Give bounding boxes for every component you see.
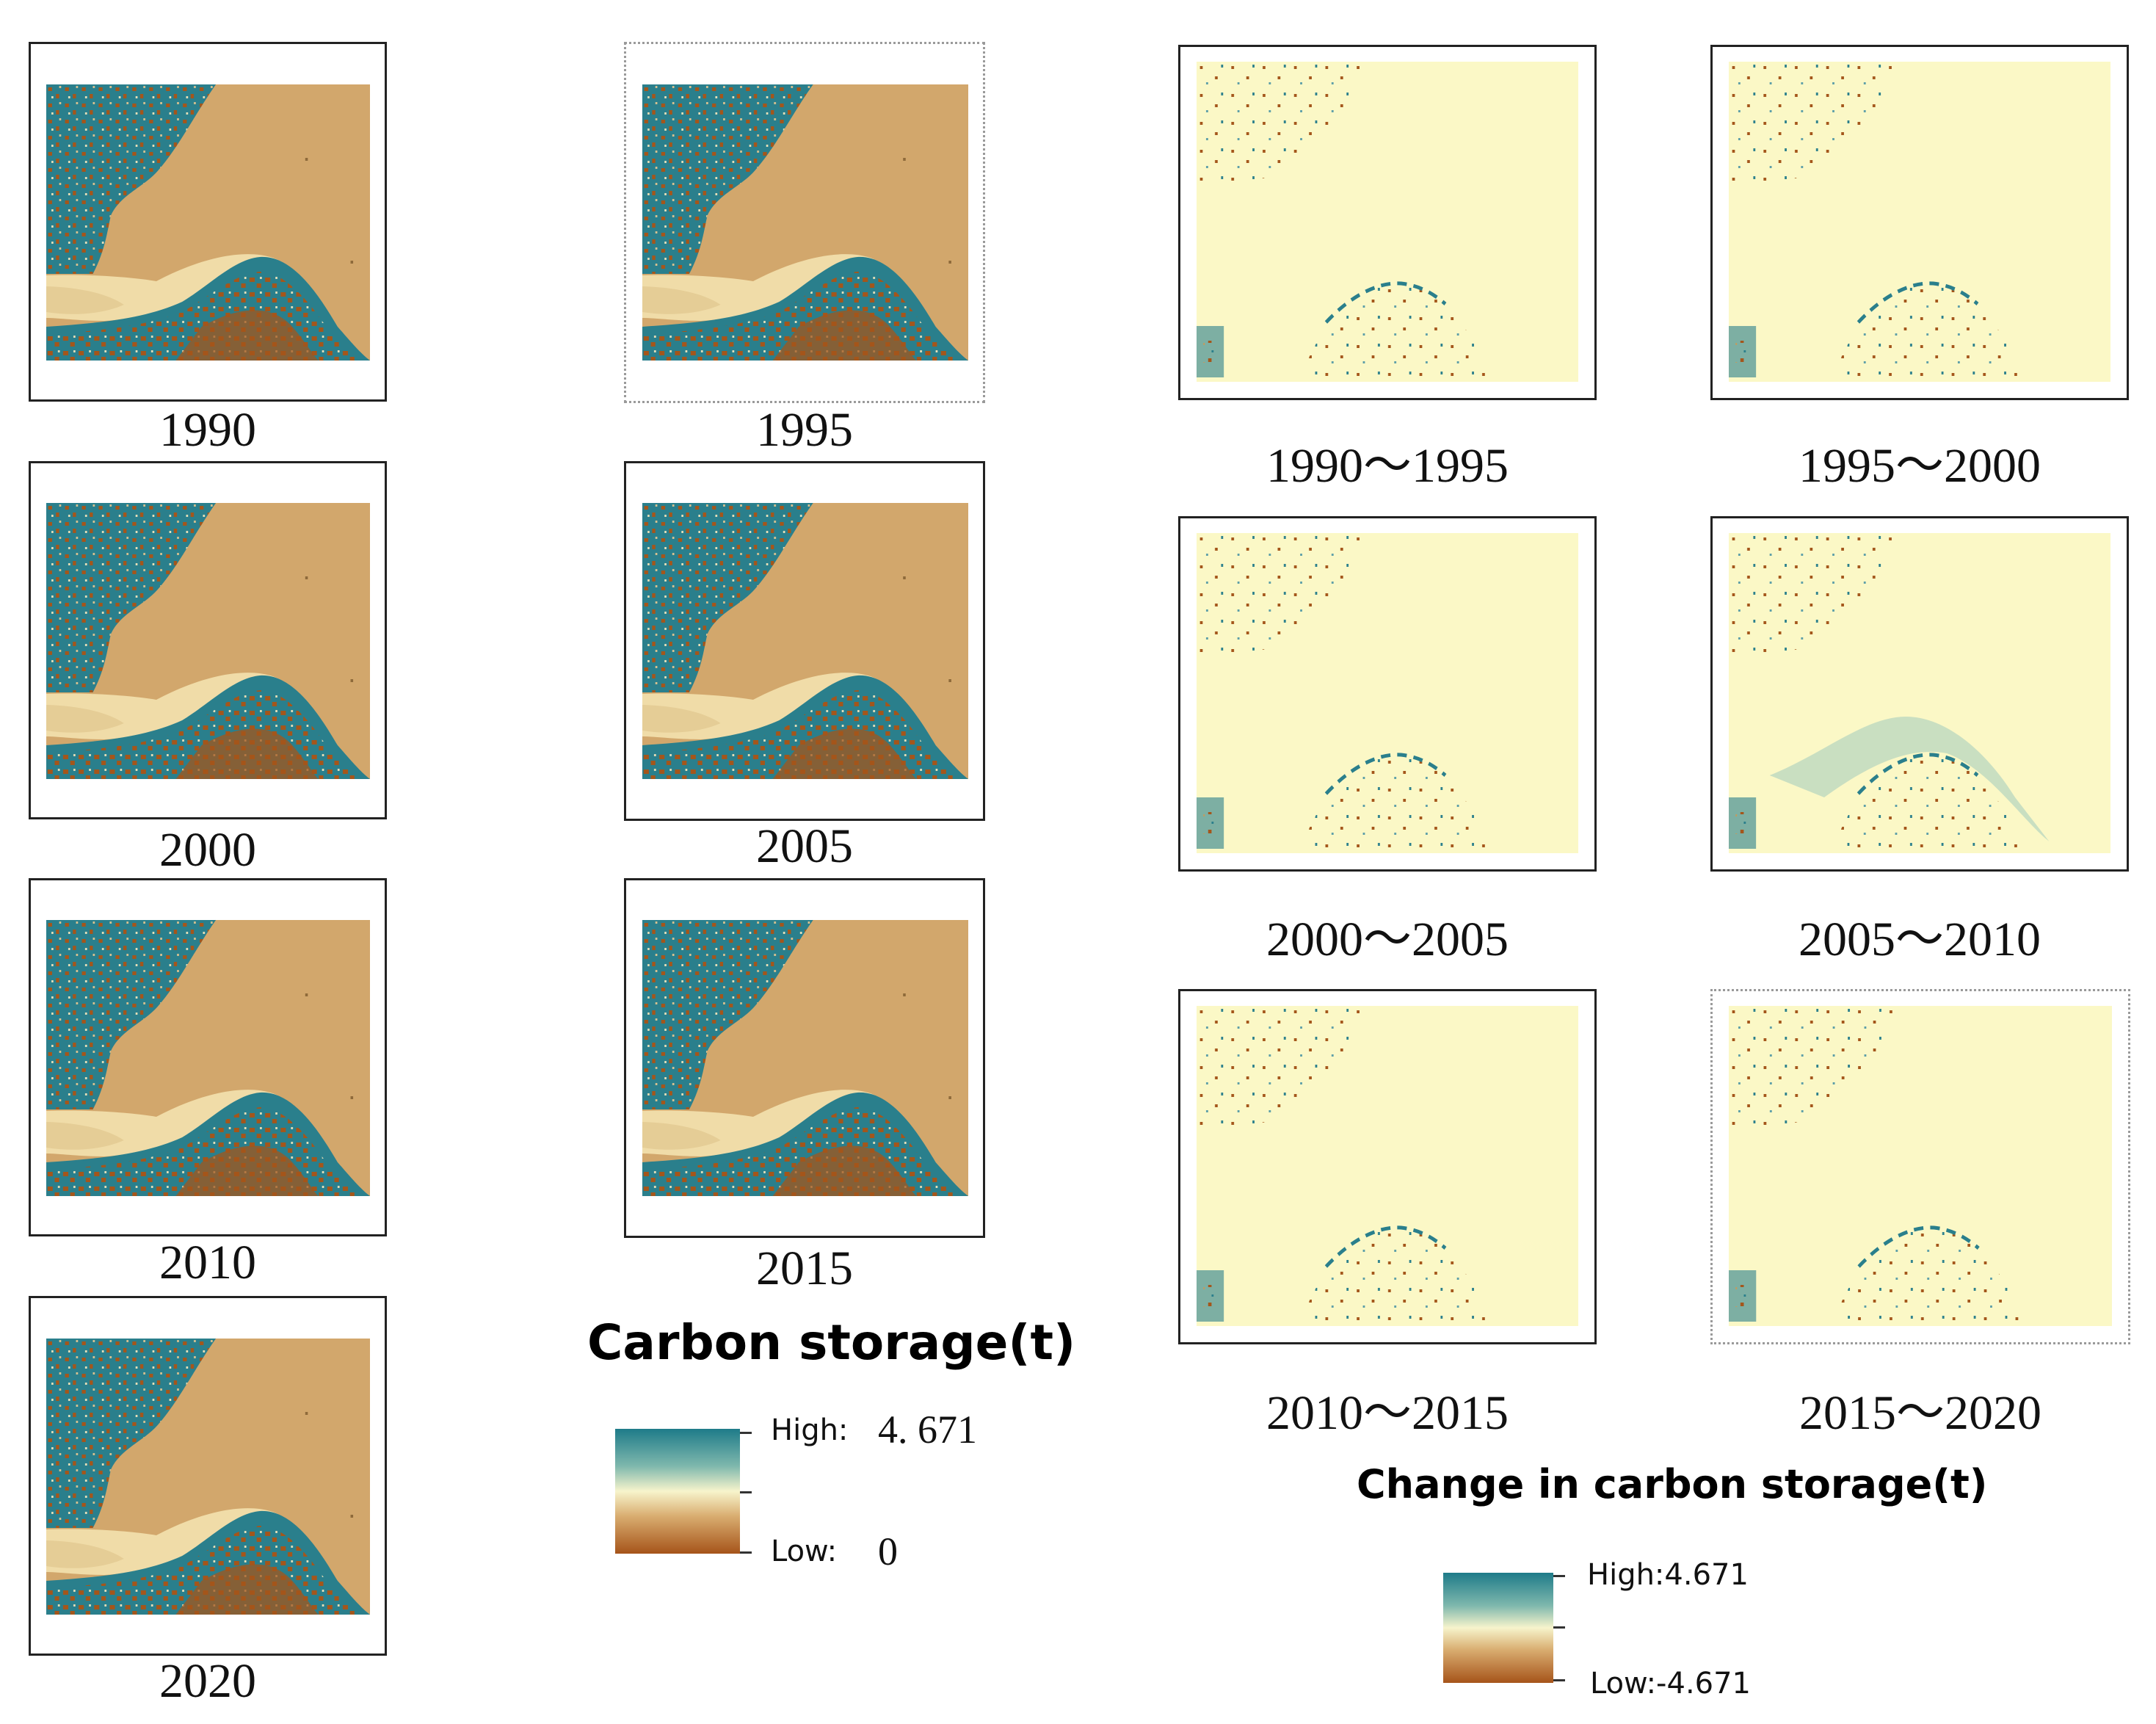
carbon-storage-low-label: Low: — [771, 1535, 838, 1568]
change-period-label-2000-2005: 2000～2005 — [1266, 913, 1509, 966]
change-period-label-1990-1995: 1990～1995 — [1266, 439, 1509, 493]
carbon-storage-high-tick — [740, 1432, 752, 1434]
change-panel-2005-2010 — [1710, 516, 2129, 872]
change-legend-title: Change in carbon storage(t) — [1357, 1461, 1988, 1507]
change-period-label-2010-2015: 2010～2015 — [1266, 1386, 1509, 1440]
carbon-storage-mid-tick — [740, 1491, 752, 1493]
change-low-label: Low:-4.671 — [1590, 1667, 1752, 1701]
change-map-2015-2020 — [1729, 1006, 2112, 1326]
change-high-tick — [1553, 1575, 1565, 1577]
carbon-storage-high-value: 4. 671 — [878, 1408, 977, 1452]
change-map-2010-2015 — [1197, 1006, 1578, 1326]
change-color-ramp — [1443, 1573, 1553, 1683]
change-low-tick — [1553, 1679, 1565, 1681]
change-period-label-2015-2020: 2015～2020 — [1799, 1386, 2041, 1440]
change-map-2000-2005 — [1197, 533, 1578, 853]
change-period-label-1995-2000: 1995～2000 — [1799, 439, 2041, 493]
carbon-storage-map-2010 — [46, 920, 370, 1196]
carbon-storage-map-2005 — [642, 503, 968, 779]
carbon-storage-high-label: High: — [771, 1413, 849, 1447]
map-year-label-1995: 1995 — [756, 403, 853, 457]
carbon-storage-map-1990 — [46, 84, 370, 361]
change-period-label-2005-2010: 2005～2010 — [1799, 913, 2041, 966]
change-mid-tick — [1553, 1626, 1565, 1629]
carbon-storage-map-2020 — [46, 1339, 370, 1615]
map-panel-2020 — [29, 1296, 387, 1656]
carbon-storage-legend-title: Carbon storage(t) — [587, 1314, 1076, 1371]
map-year-label-1990: 1990 — [159, 403, 256, 457]
carbon-storage-low-value: 0 — [878, 1529, 898, 1573]
change-map-1990-1995 — [1197, 62, 1578, 382]
map-year-label-2005: 2005 — [756, 819, 853, 873]
change-panel-2015-2020 — [1710, 989, 2130, 1344]
carbon-storage-map-1995 — [642, 84, 968, 361]
map-year-label-2010: 2010 — [159, 1236, 256, 1289]
map-year-label-2000: 2000 — [159, 823, 256, 877]
map-year-label-2015: 2015 — [756, 1242, 853, 1295]
map-panel-2005 — [624, 461, 985, 821]
map-panel-2015 — [624, 878, 985, 1238]
change-panel-2010-2015 — [1178, 989, 1597, 1344]
carbon-storage-low-tick — [740, 1551, 752, 1554]
map-year-label-2020: 2020 — [159, 1654, 256, 1708]
change-panel-2000-2005 — [1178, 516, 1597, 872]
carbon-storage-map-2000 — [46, 503, 370, 779]
change-panel-1990-1995 — [1178, 45, 1597, 400]
change-panel-1995-2000 — [1710, 45, 2129, 400]
map-panel-1995 — [624, 42, 985, 403]
map-panel-2000 — [29, 461, 387, 819]
map-panel-2010 — [29, 878, 387, 1236]
map-panel-1990 — [29, 42, 387, 402]
carbon-storage-color-ramp — [615, 1429, 740, 1554]
river-change-band — [1769, 717, 2050, 841]
change-map-1995-2000 — [1729, 62, 2110, 382]
change-high-label: High:4.671 — [1587, 1558, 1749, 1592]
carbon-storage-map-2015 — [642, 920, 968, 1196]
